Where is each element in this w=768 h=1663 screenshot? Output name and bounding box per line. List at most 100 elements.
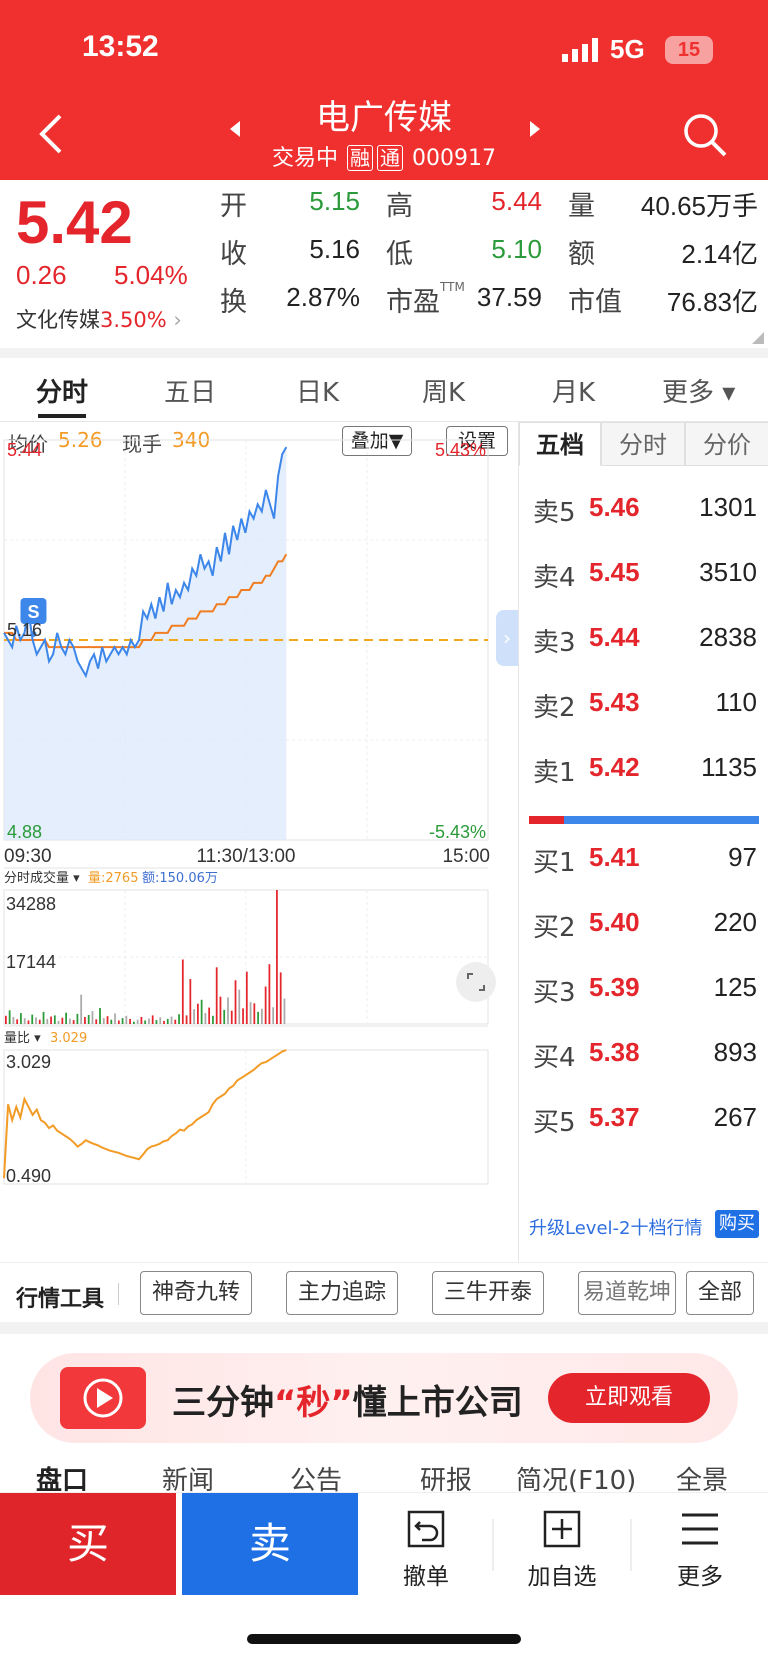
expand-corner-icon[interactable] — [752, 332, 764, 344]
volume-bar — [268, 964, 271, 1024]
tool-button-magic-nine[interactable]: 神奇九转 — [140, 1271, 252, 1315]
y-tick-label-low: 4.88 — [7, 822, 42, 842]
sell-button[interactable]: 卖 — [182, 1493, 358, 1595]
volume-bar — [38, 1019, 41, 1024]
watch-now-button[interactable]: 立即观看 — [548, 1373, 710, 1423]
bid-price: 5.39 — [589, 972, 640, 1002]
price-area-fill — [4, 447, 287, 840]
info-tab-research[interactable]: 研报 — [420, 1466, 473, 1492]
bid-volume: 97 — [728, 842, 757, 872]
tool-button-main-tracking[interactable]: 主力追踪 — [286, 1271, 398, 1315]
volume-bar — [68, 1018, 71, 1024]
x-tick-label-midday: 11:30/13:00 — [197, 846, 296, 867]
sidebar-tab-ticks[interactable]: 分时 — [601, 422, 685, 466]
tab-weekly-k[interactable]: 周K — [422, 378, 466, 408]
volume-bar — [178, 1014, 180, 1024]
volume-bar — [99, 1007, 101, 1024]
add-watchlist-label: 加自选 — [527, 1564, 597, 1590]
price-chart-svg[interactable]: S 5.44 5.16 4.88 5.43% -5.43% 09:30 11:3… — [0, 422, 518, 1262]
signal-marker-text: S — [27, 602, 39, 622]
tool-button-yidao[interactable]: 易道乾坤 — [578, 1271, 676, 1315]
home-indicator — [247, 1634, 521, 1644]
info-tab-profile[interactable]: 简况(F10) — [516, 1466, 637, 1492]
tab-intraday[interactable]: 分时 — [36, 378, 89, 408]
volume-bar — [61, 1017, 64, 1024]
signal-marker-dot — [30, 631, 37, 637]
volume-bar — [196, 1003, 199, 1024]
upgrade-level2-link[interactable]: 升级Level-2十档行情 — [529, 1218, 703, 1239]
buy-ratio-fill — [529, 816, 564, 824]
y-tick-label-high: 5.44 — [7, 440, 42, 460]
triangle-right-icon[interactable] — [528, 120, 542, 138]
settings-button[interactable]: 设置 — [446, 426, 508, 456]
ask-label: 卖4 — [533, 563, 576, 593]
volume-bar — [227, 997, 229, 1024]
volume-bar — [185, 1015, 188, 1024]
volume-bar — [42, 1011, 45, 1024]
volume-bar — [253, 1003, 256, 1024]
tab-5day[interactable]: 五日 — [164, 378, 217, 408]
industry-link[interactable]: 文化传媒3.50% › — [16, 304, 182, 334]
volume-bar — [12, 1016, 15, 1024]
volume-bar — [84, 1016, 86, 1024]
volume-bar — [204, 1013, 207, 1024]
bid-row-5: 买5 5.37 267 — [519, 1102, 768, 1142]
volume-bar — [106, 1016, 109, 1024]
triangle-left-icon[interactable] — [228, 120, 242, 138]
volume-bar — [31, 1014, 34, 1024]
avg-price-label: 均价 — [8, 432, 48, 456]
buy-button[interactable]: 买 — [0, 1493, 176, 1595]
bid-label: 买2 — [533, 913, 576, 943]
info-tab-news[interactable]: 新闻 — [162, 1466, 215, 1492]
more-label: 更多 — [677, 1564, 723, 1590]
overlay-button[interactable]: 叠加▼ — [342, 426, 412, 456]
volume-bar — [46, 1018, 49, 1024]
volume-bar — [193, 1009, 195, 1024]
fullscreen-icon[interactable] — [456, 962, 496, 1002]
ask-row-2: 卖2 5.43 110 — [519, 687, 768, 727]
volume-bar — [136, 1019, 139, 1024]
search-icon[interactable] — [682, 112, 728, 158]
sidebar-toggle-icon[interactable]: › — [496, 610, 518, 666]
back-arrow-icon[interactable] — [36, 112, 66, 156]
volume-label: 量 — [568, 191, 595, 222]
right-tick-label-high: 5.43% — [435, 440, 486, 460]
sidebar-tab-five-levels[interactable]: 五档 — [519, 422, 601, 466]
signal-marker-box — [20, 598, 47, 624]
volume-bar — [140, 1016, 143, 1024]
sidebar-tab-price-dist[interactable]: 分价 — [685, 422, 768, 466]
promo-banner[interactable]: 三分钟“秒”懂上市公司 立即观看 — [30, 1353, 738, 1443]
add-watchlist-button[interactable]: 加自选 — [502, 1493, 622, 1595]
tab-daily-k[interactable]: 日K — [296, 378, 340, 408]
y-tick-label-mid: 5.16 — [7, 620, 42, 640]
price-change-pct: 5.04% — [114, 260, 188, 290]
volume-bar — [148, 1018, 150, 1024]
play-video-icon — [60, 1367, 146, 1429]
quote-panel: 5.42 0.26 5.04% 文化传媒3.50% › 开 5.15 高 5.4… — [0, 180, 768, 348]
volume-bar — [200, 999, 203, 1024]
purchase-button[interactable]: 购买 — [715, 1210, 759, 1238]
volume-bar — [215, 967, 218, 1024]
ask-price: 5.44 — [589, 622, 640, 652]
volume-bar — [110, 1019, 113, 1024]
bid-row-4: 买4 5.38 893 — [519, 1037, 768, 1077]
tool-button-three-bulls[interactable]: 三牛开泰 — [432, 1271, 544, 1315]
buy-sell-ratio-bar — [529, 816, 759, 824]
more-button[interactable]: 更多 — [640, 1493, 760, 1595]
volume-bar — [144, 1020, 147, 1024]
tool-button-all[interactable]: 全部 — [686, 1271, 754, 1315]
ask-price: 5.42 — [589, 752, 640, 782]
pe-superscript: TTM — [440, 280, 465, 294]
tab-more[interactable]: 更多 ▾ — [662, 378, 736, 408]
cancel-order-button[interactable]: 撤单 — [366, 1493, 486, 1595]
order-book-panel: 五档 分时 分价 卖5 5.46 1301 卖4 5.45 3510 卖3 5.44 283… — [518, 422, 768, 1262]
volume-bar — [95, 1019, 98, 1024]
bid-price: 5.37 — [589, 1102, 640, 1132]
period-tabs: 分时 五日 日K 周K 月K 更多 ▾ — [0, 358, 768, 422]
info-tab-announcements[interactable]: 公告 — [290, 1466, 343, 1492]
info-tab-overview[interactable]: 全景 — [676, 1466, 729, 1492]
bottom-action-bar: 买 卖 撤单 加自选 更多 — [0, 1492, 768, 1595]
volume-ratio-title: 量比 ▾ — [4, 1031, 41, 1046]
info-tab-handicap[interactable]: 盘口 — [36, 1466, 89, 1492]
tab-monthly-k[interactable]: 月K — [552, 378, 596, 408]
